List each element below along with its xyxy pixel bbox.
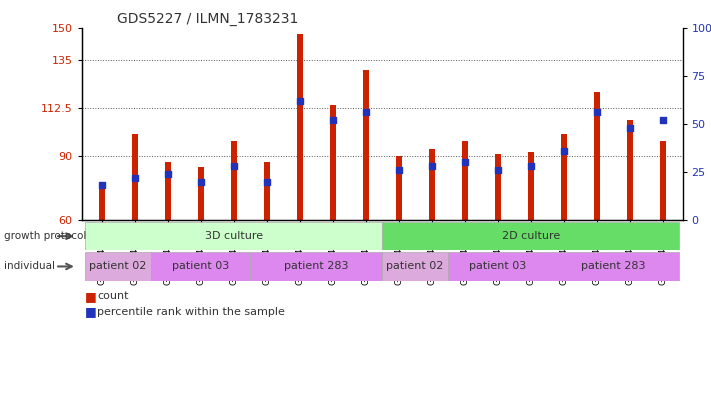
- Bar: [165, 162, 171, 220]
- Bar: [230, 141, 237, 220]
- Bar: [330, 105, 336, 220]
- Point: [459, 159, 471, 165]
- Bar: [495, 154, 501, 220]
- Bar: [151, 252, 250, 281]
- Point: [96, 182, 107, 189]
- Point: [327, 117, 338, 123]
- Text: ■: ■: [85, 290, 101, 303]
- Bar: [396, 156, 402, 220]
- Text: GDS5227 / ILMN_1783231: GDS5227 / ILMN_1783231: [117, 12, 299, 26]
- Bar: [547, 252, 679, 281]
- Point: [294, 97, 305, 104]
- Point: [393, 167, 405, 173]
- Point: [228, 163, 240, 169]
- Text: 3D culture: 3D culture: [205, 231, 262, 241]
- Bar: [85, 222, 383, 250]
- Bar: [561, 134, 567, 220]
- Bar: [528, 152, 534, 220]
- Bar: [627, 119, 633, 220]
- Bar: [132, 134, 137, 220]
- Point: [657, 117, 668, 123]
- Text: count: count: [97, 291, 129, 301]
- Bar: [382, 252, 448, 281]
- Point: [591, 109, 602, 116]
- Bar: [99, 188, 105, 220]
- Point: [360, 109, 371, 116]
- Point: [195, 178, 206, 185]
- Text: patient 03: patient 03: [172, 261, 229, 272]
- Text: patient 03: patient 03: [469, 261, 526, 272]
- Point: [525, 163, 536, 169]
- Bar: [250, 252, 382, 281]
- Point: [261, 178, 272, 185]
- Text: growth protocol: growth protocol: [4, 231, 86, 241]
- Text: ■: ■: [85, 305, 101, 319]
- Bar: [448, 252, 547, 281]
- Bar: [382, 222, 679, 250]
- Bar: [85, 252, 151, 281]
- Point: [492, 167, 503, 173]
- Point: [162, 171, 173, 177]
- Bar: [296, 34, 303, 220]
- Text: percentile rank within the sample: percentile rank within the sample: [97, 307, 285, 317]
- Bar: [461, 141, 468, 220]
- Bar: [594, 92, 599, 220]
- Bar: [363, 70, 368, 220]
- Bar: [198, 167, 203, 220]
- Point: [558, 148, 570, 154]
- Text: patient 283: patient 283: [581, 261, 646, 272]
- Text: 2D culture: 2D culture: [501, 231, 560, 241]
- Text: patient 283: patient 283: [284, 261, 348, 272]
- Text: patient 02: patient 02: [387, 261, 444, 272]
- Point: [426, 163, 437, 169]
- Point: [129, 174, 140, 181]
- Bar: [429, 149, 434, 220]
- Point: [624, 125, 636, 131]
- Text: patient 02: patient 02: [90, 261, 146, 272]
- Bar: [660, 141, 665, 220]
- Bar: [264, 162, 269, 220]
- Text: individual: individual: [4, 261, 55, 272]
